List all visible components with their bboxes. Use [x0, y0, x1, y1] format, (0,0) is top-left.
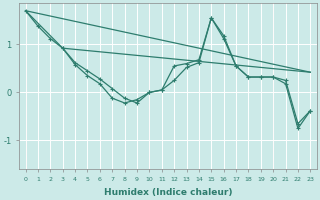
X-axis label: Humidex (Indice chaleur): Humidex (Indice chaleur)	[104, 188, 232, 197]
